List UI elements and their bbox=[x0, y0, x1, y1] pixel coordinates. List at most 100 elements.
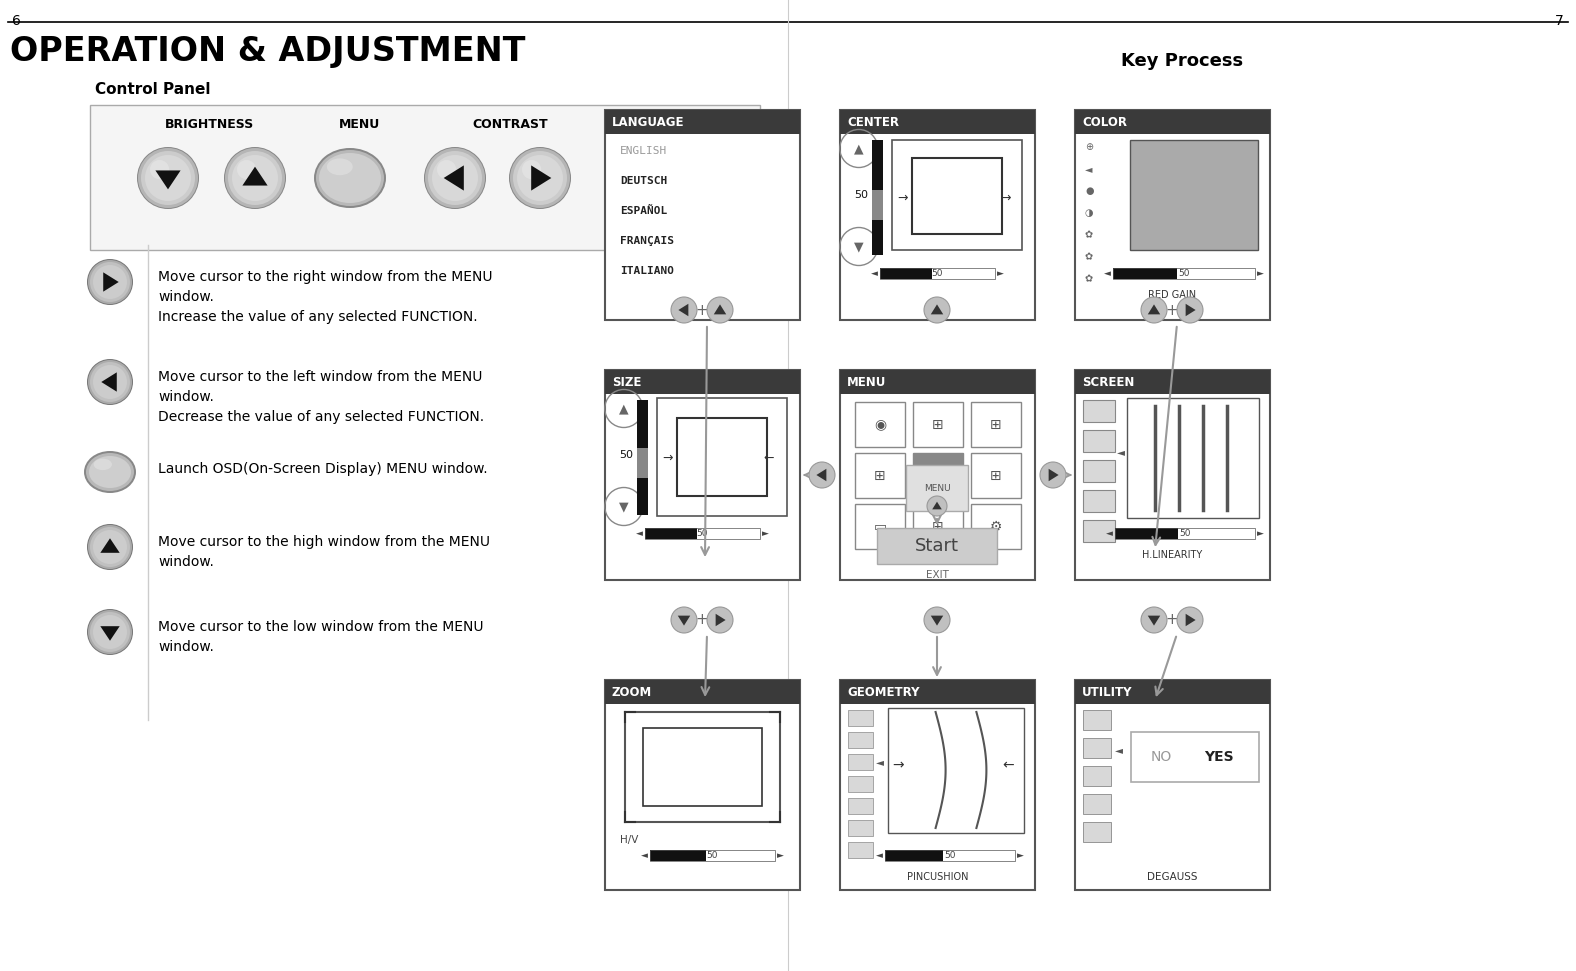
Circle shape bbox=[93, 365, 128, 399]
Bar bbox=[1075, 110, 1270, 320]
Text: Move cursor to the right window from the MENU
window.
Increase the value of any : Move cursor to the right window from the… bbox=[158, 270, 492, 324]
Bar bbox=[886, 850, 1015, 861]
Polygon shape bbox=[716, 614, 725, 626]
Bar bbox=[637, 400, 648, 515]
Text: ⊞: ⊞ bbox=[990, 468, 1002, 483]
Bar bbox=[848, 776, 873, 792]
Circle shape bbox=[432, 155, 478, 201]
Text: →: → bbox=[897, 191, 908, 205]
Text: ◄: ◄ bbox=[1114, 745, 1124, 755]
Bar bbox=[1075, 680, 1270, 890]
Circle shape bbox=[514, 151, 567, 205]
Text: ⊞: ⊞ bbox=[931, 519, 944, 533]
Bar bbox=[856, 402, 905, 447]
Text: ✿: ✿ bbox=[1084, 230, 1094, 240]
Circle shape bbox=[1141, 297, 1166, 323]
Bar bbox=[1075, 110, 1270, 134]
Polygon shape bbox=[1185, 614, 1196, 626]
Bar bbox=[1075, 370, 1270, 394]
Circle shape bbox=[1177, 607, 1202, 633]
Polygon shape bbox=[931, 616, 944, 625]
Circle shape bbox=[87, 359, 132, 405]
Text: 50: 50 bbox=[1179, 529, 1191, 538]
Text: YES: YES bbox=[1204, 750, 1234, 764]
Circle shape bbox=[517, 155, 563, 201]
Bar bbox=[605, 680, 801, 704]
Polygon shape bbox=[1147, 304, 1160, 315]
Bar bbox=[90, 105, 760, 250]
Bar bbox=[643, 728, 763, 806]
Text: ●: ● bbox=[1084, 186, 1094, 196]
Bar bbox=[645, 528, 760, 539]
Circle shape bbox=[671, 297, 697, 323]
Circle shape bbox=[511, 148, 571, 208]
Ellipse shape bbox=[314, 148, 386, 208]
Text: Move cursor to the high window from the MENU
window.: Move cursor to the high window from the … bbox=[158, 535, 490, 569]
Bar bbox=[1083, 430, 1114, 452]
Bar bbox=[678, 418, 768, 496]
Text: DEUTSCH: DEUTSCH bbox=[619, 176, 667, 186]
Circle shape bbox=[90, 362, 129, 402]
Text: UTILITY: UTILITY bbox=[1083, 686, 1133, 698]
Text: CENTER: CENTER bbox=[846, 116, 898, 128]
Text: ✿: ✿ bbox=[1084, 274, 1094, 284]
Circle shape bbox=[671, 607, 697, 633]
Text: 50: 50 bbox=[619, 450, 634, 460]
Bar bbox=[840, 110, 1035, 320]
Circle shape bbox=[1141, 607, 1166, 633]
Bar bbox=[848, 820, 873, 836]
Bar bbox=[872, 190, 883, 220]
Text: MENU: MENU bbox=[924, 484, 950, 492]
Circle shape bbox=[137, 147, 199, 209]
Text: ▲: ▲ bbox=[619, 402, 629, 415]
Ellipse shape bbox=[326, 158, 353, 175]
Circle shape bbox=[509, 147, 571, 209]
Text: ITALIANO: ITALIANO bbox=[619, 266, 675, 276]
Text: ►: ► bbox=[763, 529, 769, 538]
Bar bbox=[605, 370, 801, 580]
Text: 50: 50 bbox=[697, 529, 708, 538]
Text: 50: 50 bbox=[931, 269, 944, 278]
Bar bbox=[706, 850, 775, 861]
Ellipse shape bbox=[93, 458, 112, 470]
Bar bbox=[913, 158, 1002, 234]
Polygon shape bbox=[816, 469, 826, 482]
Polygon shape bbox=[714, 304, 727, 315]
Circle shape bbox=[1177, 297, 1202, 323]
Polygon shape bbox=[678, 616, 690, 625]
Text: +: + bbox=[1166, 613, 1179, 627]
Text: ◄: ◄ bbox=[1084, 164, 1092, 174]
Text: Launch OSD(On-Screen Display) MENU window.: Launch OSD(On-Screen Display) MENU windo… bbox=[158, 462, 487, 476]
Bar bbox=[649, 850, 775, 861]
Circle shape bbox=[224, 147, 285, 209]
Text: RED GAIN: RED GAIN bbox=[1149, 290, 1196, 300]
Text: SCREEN: SCREEN bbox=[1083, 376, 1135, 388]
Text: ZOOM: ZOOM bbox=[611, 686, 652, 698]
Bar bbox=[879, 268, 994, 279]
Bar bbox=[1083, 710, 1111, 730]
Circle shape bbox=[93, 265, 128, 299]
Text: +: + bbox=[695, 613, 708, 627]
Text: ►: ► bbox=[998, 269, 1004, 278]
Circle shape bbox=[88, 260, 132, 304]
Text: ◄: ◄ bbox=[1106, 529, 1113, 538]
Bar bbox=[840, 680, 1035, 704]
Circle shape bbox=[522, 160, 541, 180]
Bar bbox=[913, 402, 963, 447]
Bar bbox=[1075, 680, 1270, 704]
Bar bbox=[1114, 528, 1254, 539]
Text: ↩: ↩ bbox=[931, 468, 944, 483]
Bar bbox=[1113, 268, 1254, 279]
Bar bbox=[931, 268, 994, 279]
Circle shape bbox=[229, 151, 282, 205]
Circle shape bbox=[708, 607, 733, 633]
Bar bbox=[872, 140, 883, 255]
Circle shape bbox=[90, 527, 129, 567]
Circle shape bbox=[437, 160, 455, 180]
Polygon shape bbox=[678, 304, 689, 317]
Bar bbox=[626, 712, 780, 822]
Ellipse shape bbox=[84, 451, 136, 493]
Polygon shape bbox=[444, 165, 463, 190]
Circle shape bbox=[924, 297, 950, 323]
Bar bbox=[1083, 822, 1111, 842]
